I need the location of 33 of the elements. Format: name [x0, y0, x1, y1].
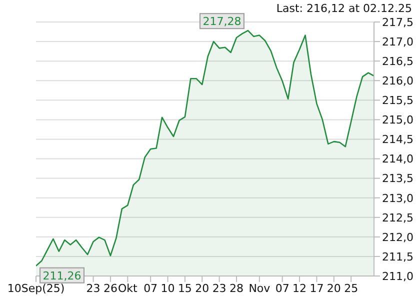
x-tick-label: 20 [326, 282, 341, 295]
chart-title: Last: 216,12 at 02.12.25 [276, 2, 412, 15]
x-tick-label: Okt [118, 282, 138, 295]
annotation: 217,28 [202, 15, 242, 28]
x-tick-label: 17 [310, 282, 324, 295]
x-tick-label: 23 [86, 282, 100, 295]
y-tick-label: 214,5 [382, 133, 414, 146]
x-tick-label: 28 [230, 282, 244, 295]
y-tick-label: 215,5 [382, 94, 414, 108]
x-tick-label: 15 [178, 282, 192, 295]
y-tick-label: 217,5 [382, 16, 414, 29]
y-tick-label: 212,0 [382, 230, 414, 244]
x-tick-label: 12 [292, 282, 307, 295]
y-tick-label: 211,0 [382, 270, 414, 283]
x-tick-label: 10Sep(25) [7, 282, 65, 295]
y-tick-label: 215,0 [382, 114, 414, 127]
y-tick-label: 216,0 [382, 74, 414, 88]
y-tick-label: 213,5 [382, 172, 414, 186]
x-tick-label: 20 [195, 282, 210, 295]
annotation: 211,26 [42, 269, 82, 282]
y-tick-label: 211,5 [382, 250, 414, 264]
x-tick-label: 23 [212, 282, 226, 295]
x-tick-label: 07 [144, 282, 158, 295]
y-tick-label: 212,5 [382, 211, 414, 224]
x-tick-label: Nov [248, 282, 271, 295]
x-tick-label: 07 [275, 282, 290, 295]
x-tick-label: 26 [103, 282, 118, 295]
x-tick-label: 10 [160, 282, 175, 295]
y-tick-label: 217,0 [382, 35, 414, 48]
y-tick-label: 214,0 [382, 152, 414, 166]
y-tick-label: 213,0 [382, 192, 414, 205]
x-tick-label: 25 [344, 282, 358, 295]
y-tick-label: 216,5 [382, 54, 414, 68]
